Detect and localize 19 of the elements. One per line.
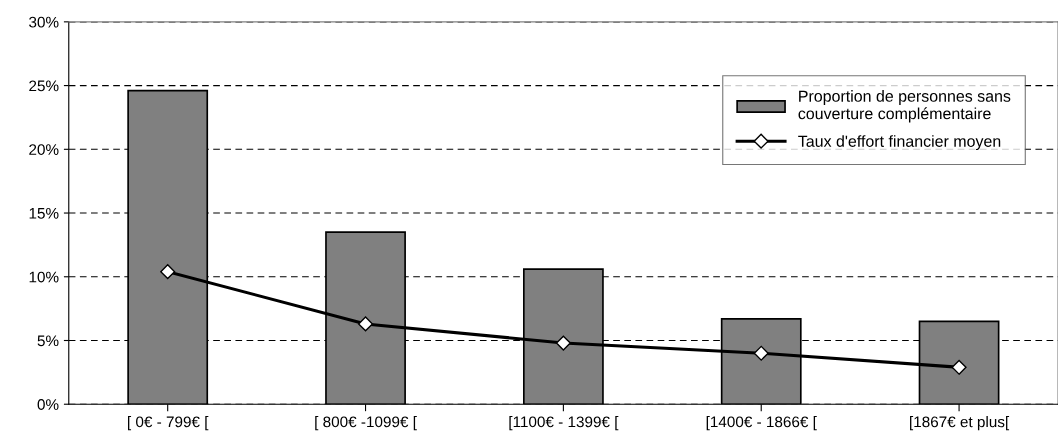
x-tick-label: [ 800€ -1099€ [ — [315, 416, 417, 431]
y-tick-label: 0% — [37, 399, 59, 410]
x-tick-label: [ 0€ - 799€ [ — [128, 416, 209, 431]
y-tick-label: 20% — [29, 144, 59, 155]
y-tick-label: 25% — [29, 80, 59, 92]
point — [555, 335, 571, 351]
x-tick-label: [1400€ - 1866€ [ — [706, 416, 817, 431]
y-tick-label: 15% — [29, 207, 59, 219]
x-tick-label: [1100€ - 1399€ [ — [509, 416, 619, 431]
legend-label: Proportion de personnes sans couverture complémentaire — [798, 90, 1011, 123]
x-tick-label: [1867€ et plus[ — [910, 416, 1010, 431]
legend-label: Taux d'effort financier moyen — [798, 135, 1001, 151]
point — [357, 316, 374, 332]
y-tick-label: 5% — [37, 335, 59, 347]
y-tick-label: 10% — [29, 271, 59, 283]
y-tick-label: 30% — [29, 16, 59, 28]
point — [160, 264, 176, 280]
point — [753, 345, 769, 361]
point — [951, 359, 967, 375]
